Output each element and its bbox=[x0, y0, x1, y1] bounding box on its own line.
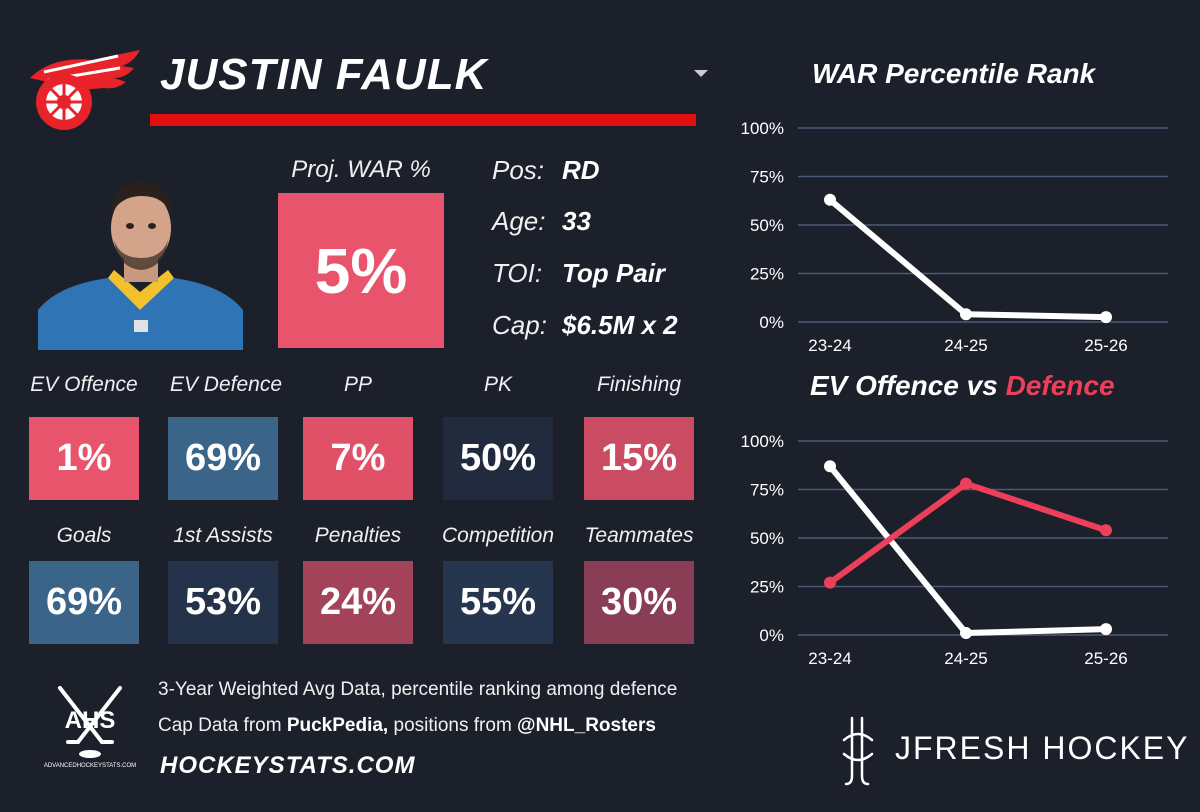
chart1-series-0-point bbox=[960, 308, 972, 321]
footer-line-2: Cap Data from PuckPedia, positions from … bbox=[158, 715, 656, 737]
cap-value: $6.5M x 2 bbox=[562, 310, 678, 340]
chart2-series-1-line bbox=[828, 480, 1107, 586]
stat-label-goals: Goals bbox=[56, 524, 112, 547]
hockeystats-site: HOCKEYSTATS.COM bbox=[160, 752, 416, 779]
chart2-series-0-point bbox=[1100, 623, 1112, 636]
chart2-series-1-point bbox=[960, 477, 972, 490]
stat-box-finishing: 15% bbox=[584, 417, 694, 500]
stat-box-ev-offence: 1% bbox=[29, 417, 139, 500]
footer-line2-mid: positions from bbox=[388, 715, 518, 736]
chart2-ytick-label: 50% bbox=[750, 529, 784, 548]
stat-box-pp: 7% bbox=[303, 417, 413, 500]
stat-box-pk: 50% bbox=[443, 417, 553, 500]
stat-label-competition: Competition bbox=[441, 524, 555, 547]
chart2-ytick-label: 0% bbox=[759, 626, 784, 645]
war-percentile-chart: 100% 75% 50% 25% 0% 23-24 24-25 25-26 bbox=[741, 119, 1168, 355]
chart2-series-1-point bbox=[1100, 524, 1112, 537]
age-value: 33 bbox=[562, 206, 591, 236]
chart2-xtick-label: 24-25 bbox=[944, 649, 987, 668]
ahs-logo: AHS ADVANCEDHOCKEYSTATS.COM bbox=[44, 686, 136, 769]
stat-label-ev-offence: EV Offence bbox=[30, 373, 138, 396]
chart1-ytick-label: 25% bbox=[750, 265, 784, 284]
chart2-title: EV Offence vs Defence bbox=[810, 370, 1115, 402]
toi-key: TOI: bbox=[492, 258, 543, 288]
stat-label-ev-defence: EV Defence bbox=[169, 373, 283, 396]
stat-label-penalties: Penalties bbox=[314, 524, 402, 547]
chart1-title: WAR Percentile Rank bbox=[812, 58, 1096, 89]
chart2-series-0-point bbox=[824, 460, 836, 473]
chart1-ytick-label: 75% bbox=[750, 168, 784, 187]
proj-war-label: Proj. WAR % bbox=[291, 156, 431, 183]
chart2-series-0-point bbox=[960, 627, 972, 640]
ahs-logo-subtext: ADVANCEDHOCKEYSTATS.COM bbox=[44, 763, 136, 769]
cap-key: Cap: bbox=[492, 310, 547, 340]
stat-box-competition: 55% bbox=[443, 561, 553, 644]
team-logo bbox=[30, 50, 140, 130]
chart1-xtick-label: 25-26 bbox=[1084, 336, 1127, 355]
jfresh-brand: JFRESH HOCKEY bbox=[895, 730, 1190, 766]
stat-label-pp: PP bbox=[343, 373, 372, 396]
chevron-down-icon[interactable] bbox=[694, 70, 708, 77]
chart2-ytick-label: 25% bbox=[750, 578, 784, 597]
stat-label-pk: PK bbox=[483, 373, 512, 396]
toi-value: Top Pair bbox=[562, 258, 666, 288]
pos-key: Pos: bbox=[492, 155, 545, 185]
chart2-xtick-label: 23-24 bbox=[808, 649, 851, 668]
footer-line-1: 3-Year Weighted Avg Data, percentile ran… bbox=[158, 679, 678, 700]
ahs-logo-text: AHS bbox=[65, 707, 116, 734]
chart2-ytick-label: 100% bbox=[741, 432, 784, 451]
chart1-xtick-label: 23-24 bbox=[808, 336, 851, 355]
stat-box-first-assists: 53% bbox=[168, 561, 278, 644]
stat-label-teammates: Teammates bbox=[584, 524, 694, 547]
chart1-series-0-point bbox=[1100, 311, 1112, 324]
nhl-rosters-handle: @NHL_Rosters bbox=[517, 715, 656, 736]
chart2-ytick-label: 75% bbox=[750, 481, 784, 500]
stat-box-penalties: 24% bbox=[303, 561, 413, 644]
proj-war-box: 5% bbox=[278, 193, 444, 348]
chart1-ytick-label: 100% bbox=[741, 119, 784, 138]
jfresh-logo-icon bbox=[842, 716, 874, 786]
footer-line2-prefix: Cap Data from bbox=[158, 715, 287, 736]
stat-box-goals: 69% bbox=[29, 561, 139, 644]
name-underline-bar bbox=[150, 114, 696, 126]
age-key: Age: bbox=[492, 206, 546, 236]
stat-box-ev-defence: 69% bbox=[168, 417, 278, 500]
stat-box-teammates: 30% bbox=[584, 561, 694, 644]
chart2-title-part2: Defence bbox=[1005, 370, 1115, 401]
stat-label-first-assists: 1st Assists bbox=[173, 524, 273, 547]
chart1-ytick-label: 0% bbox=[759, 313, 784, 332]
pos-value: RD bbox=[562, 155, 600, 185]
player-photo bbox=[38, 181, 243, 350]
chart1-ytick-label: 50% bbox=[750, 216, 784, 235]
chart1-xtick-label: 24-25 bbox=[944, 336, 987, 355]
chart2-series-1-point bbox=[824, 576, 836, 589]
player-name: JUSTIN FAULK bbox=[160, 50, 488, 99]
stat-label-finishing: Finishing bbox=[596, 373, 682, 396]
puckpedia-link: PuckPedia, bbox=[286, 715, 389, 736]
ev-offence-defence-chart: 100% 75% 50% 25% 0% 23-24 24-25 25-26 bbox=[741, 432, 1168, 668]
chart1-series-0-line bbox=[828, 197, 1107, 321]
chart2-xtick-label: 25-26 bbox=[1084, 649, 1127, 668]
chart2-title-part1: EV Offence vs bbox=[810, 370, 1006, 401]
chart1-series-0-point bbox=[824, 193, 836, 206]
